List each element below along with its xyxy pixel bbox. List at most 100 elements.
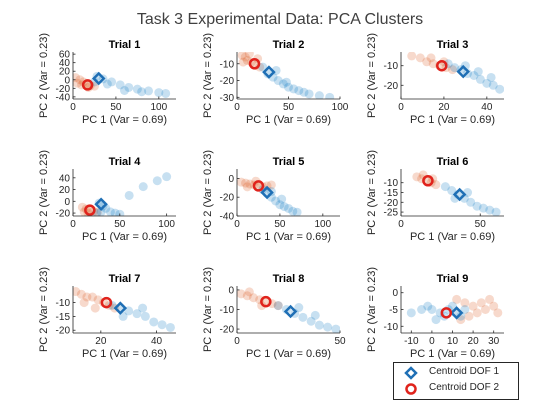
dof2-point: [266, 180, 276, 190]
dof1-point: [306, 316, 316, 326]
axes-background: [73, 52, 176, 99]
dof2-point: [87, 292, 97, 302]
dof1-point: [279, 202, 289, 212]
subplot-title: Trial 7: [109, 273, 141, 285]
dof1-point: [406, 308, 416, 318]
dof1-point: [157, 320, 167, 330]
y-axis-label: PC 2 (Var = 0.23): [202, 267, 214, 352]
centroid-dof1-marker: [449, 306, 464, 320]
dof1-point: [284, 203, 293, 213]
centroid-dof1-marker: [456, 64, 470, 79]
dof2-point: [242, 291, 252, 301]
x-axis-label: PC 1 (Var = 0.69): [410, 114, 495, 126]
centroid-dof2-marker: [440, 307, 453, 319]
dof2-point: [426, 53, 436, 63]
data-points: [237, 52, 335, 99]
dof1-point: [478, 203, 488, 213]
dof1-point: [144, 86, 154, 96]
axes-background: [401, 286, 504, 333]
circle-marker-icon: [405, 383, 417, 395]
y-tick-label: -20: [220, 193, 235, 204]
dof1-point: [124, 82, 134, 92]
dof2-point: [253, 54, 263, 64]
dof1-point: [107, 77, 117, 87]
y-tick-label: -20: [384, 81, 399, 92]
dof1-point: [304, 89, 314, 99]
x-axis-label: PC 1 (Var = 0.69): [246, 348, 331, 360]
dof1-point: [298, 312, 308, 322]
x-tick-label: 0: [70, 219, 76, 230]
dof2-point: [93, 295, 103, 305]
figure-title: Task 3 Experimental Data: PCA Clusters: [136, 11, 424, 28]
y-axis-label: PC 2 (Var = 0.23): [202, 33, 214, 118]
subplot-title: Trial 5: [273, 156, 305, 168]
dof1-point: [331, 324, 340, 333]
legend-label: Centroid DOF 1: [429, 366, 500, 377]
y-tick-label: 60: [59, 50, 71, 61]
dof1-point: [284, 82, 293, 92]
x-tick-label: 50: [283, 102, 295, 113]
dof2-point: [431, 180, 441, 190]
dof2-point: [422, 57, 432, 67]
dof2-point: [238, 57, 248, 67]
dof2-point: [407, 52, 417, 61]
dof2-point: [476, 298, 486, 308]
y-tick-label: -40: [220, 212, 235, 223]
dof1-point: [485, 205, 495, 215]
dof1-point: [96, 207, 106, 216]
x-tick-label: 0: [234, 219, 240, 230]
dof1-point: [325, 92, 335, 99]
x-tick-label: 50: [475, 219, 487, 230]
dof2-point: [273, 301, 283, 311]
y-axis-label: PC 2 (Var = 0.23): [366, 33, 378, 118]
y-tick-label: -15: [56, 312, 71, 323]
dof2-point: [244, 287, 254, 297]
legend-entry-centroid-dof2: Centroid DOF 2: [394, 381, 518, 397]
x-tick-label: 20: [438, 102, 450, 113]
y-tick-label: -20: [220, 325, 235, 336]
dof1-point: [161, 88, 171, 98]
x-axis-label: PC 1 (Var = 0.69): [246, 231, 331, 243]
dof1-point: [152, 176, 162, 186]
dof2-point: [448, 65, 457, 75]
centroid-dof1-marker: [94, 197, 108, 212]
dof1-point: [447, 186, 457, 196]
dof1-point: [154, 88, 164, 98]
dof1-point: [299, 87, 309, 97]
centroid-dof2-marker: [260, 295, 272, 308]
dof2-point: [90, 303, 100, 313]
y-axis-label: PC 2 (Var = 0.23): [38, 33, 50, 118]
dof1-point: [486, 72, 496, 82]
dof1-point: [132, 84, 142, 94]
y-tick-label: 0: [392, 288, 398, 299]
x-tick-label: 50: [274, 219, 286, 230]
centroid-dof2-marker: [100, 296, 113, 309]
x-tick-label: 30: [488, 336, 500, 347]
y-tick-label: -10: [384, 322, 399, 333]
y-tick-label: 0: [64, 197, 70, 208]
y-axis-label: PC 2 (Var = 0.23): [366, 150, 378, 235]
dof1-point: [110, 208, 120, 216]
dof1-point: [475, 74, 485, 84]
dof1-point: [423, 301, 433, 311]
axes-background: [401, 169, 504, 216]
centroid-dof2-marker: [81, 79, 94, 91]
dof1-point: [427, 305, 437, 314]
x-tick-label: -10: [404, 336, 419, 347]
subplot-title: Trial 8: [273, 273, 305, 285]
subplot-title: Trial 6: [437, 156, 469, 168]
y-tick-label: -10: [220, 59, 235, 70]
dof1-point: [138, 182, 148, 192]
dof2-point: [76, 289, 86, 299]
x-tick-label: 100: [158, 219, 175, 230]
centroid-dof1-marker: [262, 65, 276, 79]
centroid-dof2-marker: [436, 59, 448, 72]
dof2-point: [73, 287, 81, 297]
dof1-point: [273, 76, 283, 86]
subplot-trial-3: 0 20 40 -20 -10 Trial 3 PC 1 (Var = 0.69) PC 2 …: [366, 33, 504, 126]
y-tick-label: -20: [220, 76, 235, 87]
dof2-point: [242, 182, 252, 192]
axes-background: [237, 169, 340, 216]
dof2-point: [472, 308, 482, 318]
